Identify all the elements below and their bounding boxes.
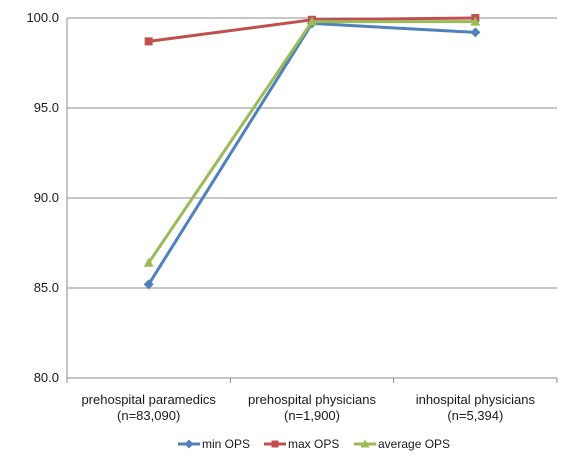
x-tick-label: (n=5,394)	[447, 408, 503, 423]
data-point-triangle	[307, 16, 317, 26]
data-point-triangle	[470, 16, 481, 26]
y-tick-label: 85.0	[34, 280, 59, 295]
x-tick-label: prehospital paramedics	[81, 392, 216, 407]
x-tick-label: inhospital physicians	[416, 392, 536, 407]
data-point-diamond	[143, 279, 154, 290]
gridlines	[67, 17, 557, 379]
series-line	[147, 21, 476, 286]
legend-label: average OPS	[378, 437, 450, 451]
x-tick-label: (n=1,900)	[284, 408, 340, 423]
legend-label: min OPS	[202, 437, 250, 451]
series-lines	[143, 14, 481, 290]
x-tick-label: prehospital physicians	[248, 392, 376, 407]
series-line	[147, 20, 476, 264]
data-point-diamond	[470, 27, 481, 38]
y-tick-label: 100.0	[26, 10, 59, 25]
y-tick-label: 80.0	[34, 370, 59, 385]
legend-item: average OPS	[354, 437, 450, 451]
y-tick-label: 90.0	[34, 190, 59, 205]
legend: min OPS max OPS average OPS	[178, 437, 450, 451]
data-point-square	[144, 37, 153, 46]
data-point-triangle	[143, 257, 154, 267]
series-min-ops	[143, 18, 481, 290]
x-tick-label: (n=83,090)	[117, 408, 180, 423]
legend-item: max OPS	[264, 437, 339, 451]
legend-item: min OPS	[178, 437, 250, 451]
series-average-ops	[143, 16, 481, 267]
axes: 80.0 85.0 90.0 95.0 100.0 prehospital paramed…	[26, 10, 558, 423]
data-point-diamond	[184, 439, 194, 449]
data-point-triangle	[360, 439, 370, 448]
y-tick-label: 95.0	[34, 100, 59, 115]
data-point-square	[271, 440, 279, 448]
legend-label: max OPS	[288, 437, 339, 451]
